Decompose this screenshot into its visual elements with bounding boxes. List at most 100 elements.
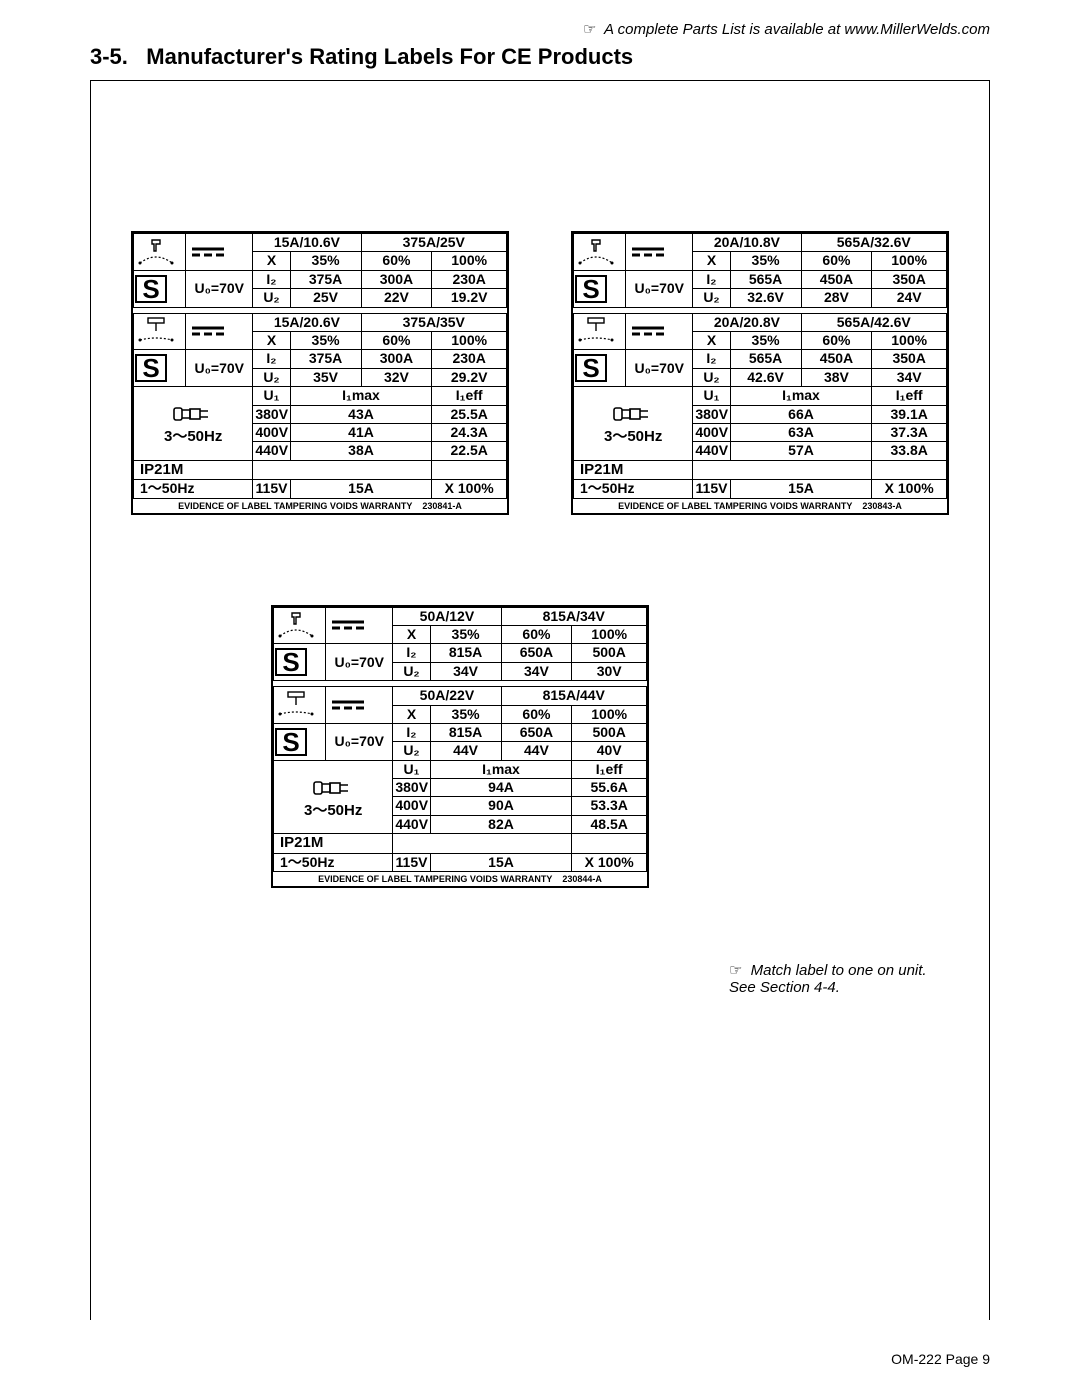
u2-val: 30V	[572, 662, 647, 680]
blank-cell	[253, 460, 432, 480]
supply-cell: 3〜50Hz	[134, 387, 253, 461]
u2-label: U₂	[253, 289, 290, 307]
range-low: 50A/22V	[393, 687, 501, 705]
imax-label: I₁max	[730, 387, 872, 405]
rating-label-1: 15A/10.6V375A/25VX35%60%100%SU₀=70VI₂375…	[131, 231, 509, 515]
tamper-warning: EVIDENCE OF LABEL TAMPERING VOIDS WARRAN…	[133, 499, 507, 513]
range-low: 20A/20.8V	[693, 313, 801, 331]
range-low: 20A/10.8V	[693, 234, 801, 252]
s-symbol-icon: S	[134, 350, 186, 387]
supply-cell: 3〜50Hz	[274, 760, 393, 834]
ieff-val: 37.3A	[872, 423, 947, 441]
range-low: 15A/10.6V	[253, 234, 361, 252]
plug-icon	[168, 401, 218, 427]
i2-val: 650A	[501, 644, 572, 662]
ieff-label: I₁eff	[872, 387, 947, 405]
ieff-label: I₁eff	[432, 387, 507, 405]
u1-val: 380V	[393, 779, 430, 797]
i2-val: 375A	[290, 270, 361, 288]
part-number: 230843-A	[862, 501, 902, 511]
dc-icon	[626, 313, 693, 350]
s-symbol-icon: S	[574, 270, 626, 307]
i2-val: 500A	[572, 644, 647, 662]
i2-val: 300A	[361, 270, 432, 288]
imax-val: 94A	[430, 779, 572, 797]
i2-val: 815A	[430, 644, 501, 662]
u2-val: 34V	[430, 662, 501, 680]
supply-cell: 3〜50Hz	[574, 387, 693, 461]
imax-label: I₁max	[290, 387, 432, 405]
i2-label: I₂	[253, 270, 290, 288]
imax-val: 63A	[730, 423, 872, 441]
svg-text:S: S	[282, 647, 299, 677]
blank-cell	[572, 834, 647, 854]
duty-col: 60%	[801, 331, 872, 349]
u2-val: 35V	[290, 368, 361, 386]
duty-col: 35%	[290, 331, 361, 349]
one-phase-label: 1〜50Hz	[134, 480, 253, 498]
ieff-val: 53.3A	[572, 797, 647, 815]
x-label: X	[393, 705, 430, 723]
u1-val: 440V	[393, 815, 430, 833]
i2-val: 300A	[361, 350, 432, 368]
svg-text:S: S	[142, 274, 159, 304]
u2-val: 25V	[290, 289, 361, 307]
aux-voltage: 115V	[393, 853, 430, 871]
u2-label: U₂	[693, 368, 730, 386]
i2-val: 450A	[801, 350, 872, 368]
x-label: X	[693, 331, 730, 349]
pointer-icon: ☞	[729, 961, 742, 979]
range-low: 50A/12V	[393, 607, 501, 625]
i2-val: 565A	[730, 350, 801, 368]
u2-val: 34V	[501, 662, 572, 680]
s-symbol-icon: S	[134, 270, 186, 307]
imax-val: 43A	[290, 405, 432, 423]
u1-val: 400V	[393, 797, 430, 815]
i2-val: 565A	[730, 270, 801, 288]
aux-voltage: 115V	[693, 480, 730, 498]
range-high: 565A/32.6V	[801, 234, 947, 252]
blank-cell	[872, 460, 947, 480]
i2-val: 450A	[801, 270, 872, 288]
duty-col: 60%	[801, 252, 872, 270]
aux-duty: X 100%	[432, 480, 507, 498]
range-high: 375A/25V	[361, 234, 507, 252]
aux-current: 15A	[430, 853, 572, 871]
dc-icon	[326, 687, 393, 724]
duty-col: 35%	[730, 252, 801, 270]
duty-col: 100%	[432, 252, 507, 270]
x-label: X	[253, 331, 290, 349]
i2-label: I₂	[693, 270, 730, 288]
torch-cc-icon	[574, 234, 626, 271]
dc-icon	[626, 234, 693, 271]
duty-col: 100%	[572, 625, 647, 643]
svg-text:S: S	[282, 727, 299, 757]
i2-val: 230A	[432, 270, 507, 288]
duty-col: 100%	[432, 331, 507, 349]
match-note-text: Match label to one on unit. See Section …	[729, 962, 927, 996]
imax-val: 90A	[430, 797, 572, 815]
duty-col: 100%	[572, 705, 647, 723]
u2-label: U₂	[393, 742, 430, 760]
imax-val: 41A	[290, 423, 432, 441]
duty-col: 60%	[501, 705, 572, 723]
svg-text:S: S	[142, 353, 159, 383]
part-number: 230844-A	[562, 874, 602, 884]
rating-table: 50A/12V815A/34VX35%60%100%SU₀=70VI₂815A6…	[273, 607, 647, 873]
label-row-1: 15A/10.6V375A/25VX35%60%100%SU₀=70VI₂375…	[131, 231, 949, 515]
u1-label: U₁	[253, 387, 290, 405]
u2-val: 32V	[361, 368, 432, 386]
u1-label: U₁	[693, 387, 730, 405]
ieff-val: 55.6A	[572, 779, 647, 797]
section-title: Manufacturer's Rating Labels For CE Prod…	[146, 44, 633, 69]
imax-val: 38A	[290, 442, 432, 460]
range-high: 815A/44V	[501, 687, 647, 705]
u2-val: 32.6V	[730, 289, 801, 307]
section-heading: 3-5. Manufacturer's Rating Labels For CE…	[90, 44, 990, 70]
part-number: 230841-A	[422, 501, 462, 511]
imax-val: 82A	[430, 815, 572, 833]
duty-col: 100%	[872, 331, 947, 349]
u2-val: 28V	[801, 289, 872, 307]
u1-val: 440V	[253, 442, 290, 460]
duty-col: 100%	[872, 252, 947, 270]
